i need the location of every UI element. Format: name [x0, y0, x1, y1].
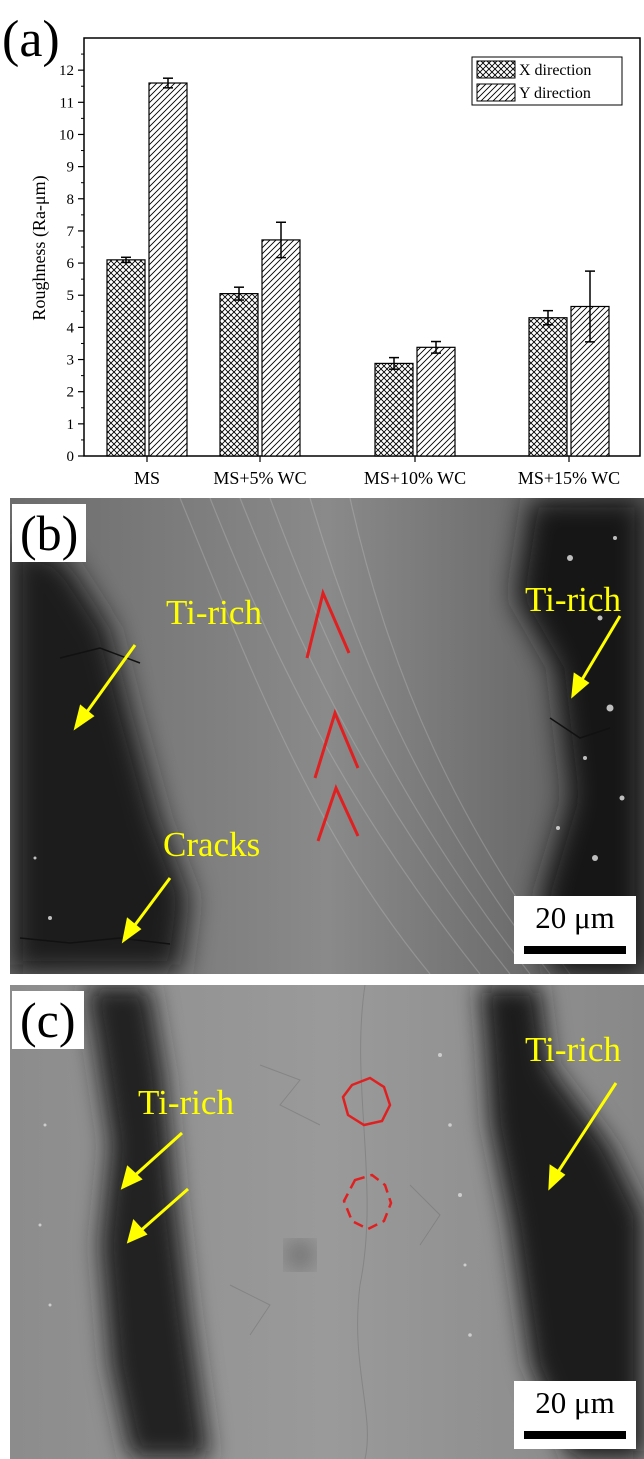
- sem-background-b: [10, 498, 644, 974]
- panel-label-c: (c): [12, 991, 84, 1049]
- y-tick-label: 1: [67, 417, 75, 433]
- panel-label-b: (b): [12, 504, 87, 562]
- annotation-ti-rich-left: Ti-rich: [166, 593, 262, 632]
- legend-label-x-direction: X direction: [519, 62, 591, 79]
- annotation-arrows: [73, 615, 622, 944]
- chart-panel-label: (a): [2, 11, 60, 68]
- legend: X direction Y direction: [471, 56, 623, 106]
- y-tick-label: 11: [60, 95, 74, 111]
- y-tick-label: 5: [67, 288, 75, 304]
- y-tick-label: 9: [67, 160, 75, 176]
- sem-image-b: (b) Ti-rich Ti-rich Cracks 20 μm: [10, 498, 644, 974]
- scale-bar-label: 20 μm: [535, 1385, 615, 1420]
- bar-y-direction-ms: [148, 82, 188, 457]
- y-tick-label: 7: [67, 224, 75, 240]
- annotation-arrows-c: [120, 1082, 618, 1244]
- y-axis-label: Roughness (Ra-μm): [29, 175, 50, 320]
- scale-bar-line: [524, 946, 626, 954]
- x-tick-label: MS+10% WC: [364, 468, 466, 488]
- grain-markers: [341, 1076, 393, 1231]
- y-tick-label: 10: [59, 127, 74, 143]
- x-tick-label: MS+5% WC: [213, 468, 306, 488]
- bar-y-direction-ms-5-wc: [261, 239, 301, 457]
- y-tick-label: 12: [59, 63, 74, 79]
- y-tick-label: 4: [67, 320, 75, 336]
- y-tick-label: 3: [67, 353, 75, 369]
- legend-label-y-direction: Y direction: [519, 85, 591, 102]
- bar-y-direction-ms-10-wc: [416, 346, 456, 457]
- y-tick-label: 6: [67, 256, 75, 272]
- scale-bar-c: 20 μm: [514, 1381, 636, 1449]
- annotation-ti-rich-right-c: Ti-rich: [525, 1030, 621, 1069]
- bars: [106, 77, 610, 457]
- y-tick-label: 2: [67, 385, 75, 401]
- x-axis-ticks: MS MS+5% WC MS+10% WC MS+15% WC: [134, 456, 620, 488]
- bar-x-direction-ms-5-wc: [219, 293, 259, 457]
- scale-bar-line: [524, 1431, 626, 1439]
- annotation-ti-rich-right: Ti-rich: [525, 580, 621, 619]
- bar-x-direction-ms: [106, 259, 146, 457]
- legend-swatch-y-direction: [476, 83, 516, 102]
- annotation-cracks: Cracks: [163, 825, 261, 864]
- y-tick-label: 8: [67, 192, 75, 208]
- scale-bar-label: 20 μm: [535, 900, 615, 935]
- sem-image-c: (c) Ti-rich Ti-rich 20 μm: [10, 985, 644, 1459]
- scale-bar-b: 20 μm: [514, 896, 636, 964]
- annotation-ti-rich-left-c: Ti-rich: [138, 1083, 234, 1122]
- x-tick-label: MS+15% WC: [518, 468, 620, 488]
- legend-swatch-x-direction: [476, 60, 516, 79]
- orientation-markers: [305, 588, 360, 842]
- bar-x-direction-ms-15-wc: [528, 317, 568, 457]
- bar-x-direction-ms-10-wc: [374, 362, 414, 457]
- x-tick-label: MS: [134, 468, 160, 488]
- sem-background-c: [10, 985, 644, 1459]
- y-tick-label: 0: [67, 449, 75, 465]
